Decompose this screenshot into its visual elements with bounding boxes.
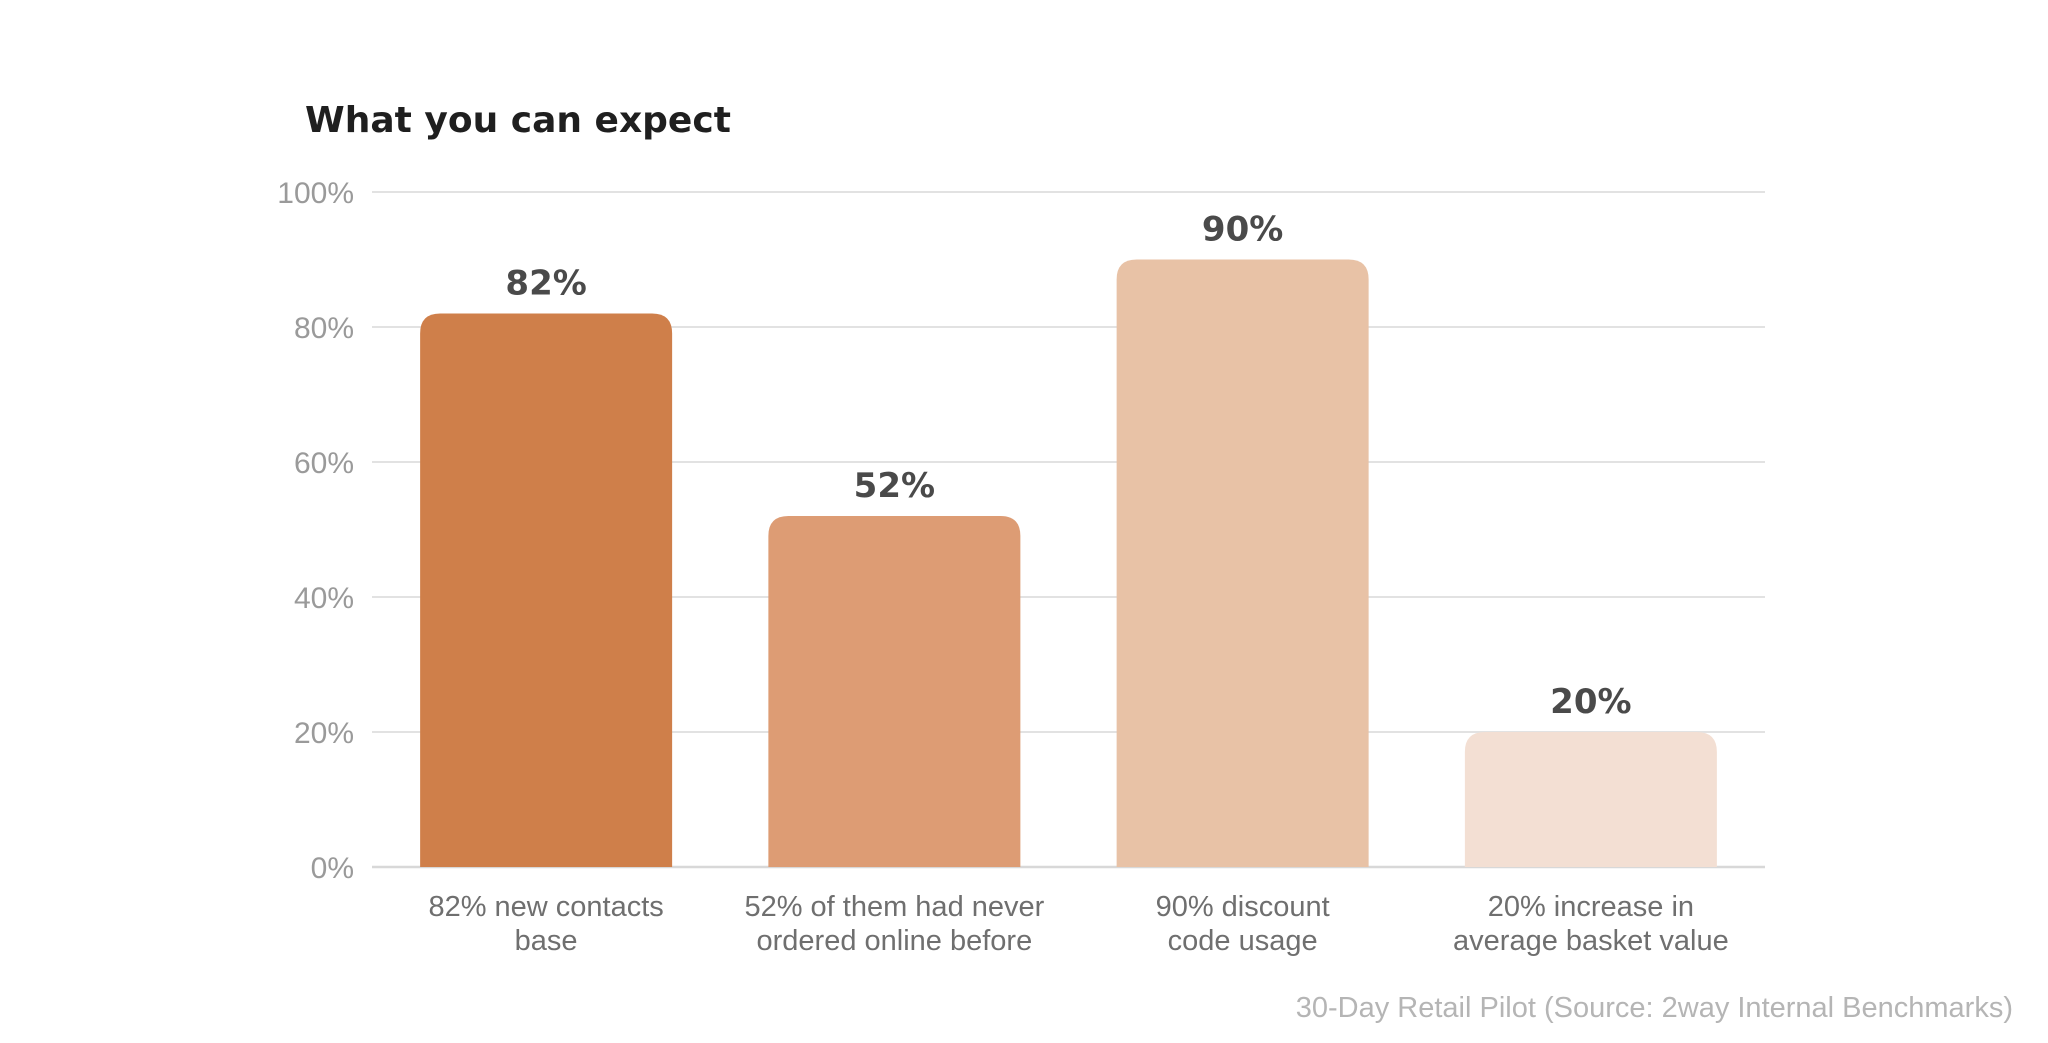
x-tick-label: 82% new contacts [428, 891, 663, 923]
x-tick-label: 52% of them had never [744, 891, 1044, 923]
data-label: 20% [1550, 682, 1631, 722]
bars [420, 259, 1717, 867]
data-label: 52% [854, 466, 935, 506]
y-tick-label: 80% [294, 312, 354, 345]
y-axis-ticks: 0% 20% 40% 60% 80% 100% [277, 177, 354, 885]
bar [1116, 259, 1369, 867]
bar [1464, 732, 1717, 867]
data-label: 82% [505, 264, 586, 304]
y-tick-label: 100% [277, 177, 354, 210]
data-label: 90% [1202, 210, 1283, 250]
x-tick-label: 20% increase in [1488, 891, 1694, 923]
y-tick-label: 60% [294, 447, 354, 480]
bar [768, 516, 1021, 867]
x-tick-label: average basket value [1453, 925, 1729, 957]
data-labels: 82% 52% 90% 20% [505, 210, 1631, 723]
y-tick-label: 20% [294, 717, 354, 750]
x-tick-label: code usage [1168, 925, 1318, 957]
chart-title: What you can expect [305, 100, 731, 141]
x-tick-label: base [515, 925, 578, 957]
y-tick-label: 0% [311, 852, 354, 885]
x-tick-label: 90% discount [1156, 891, 1330, 923]
x-tick-label: ordered online before [757, 925, 1033, 957]
chart-source: 30-Day Retail Pilot (Source: 2way Intern… [1296, 992, 2013, 1024]
y-tick-label: 40% [294, 582, 354, 615]
bar [420, 313, 673, 867]
